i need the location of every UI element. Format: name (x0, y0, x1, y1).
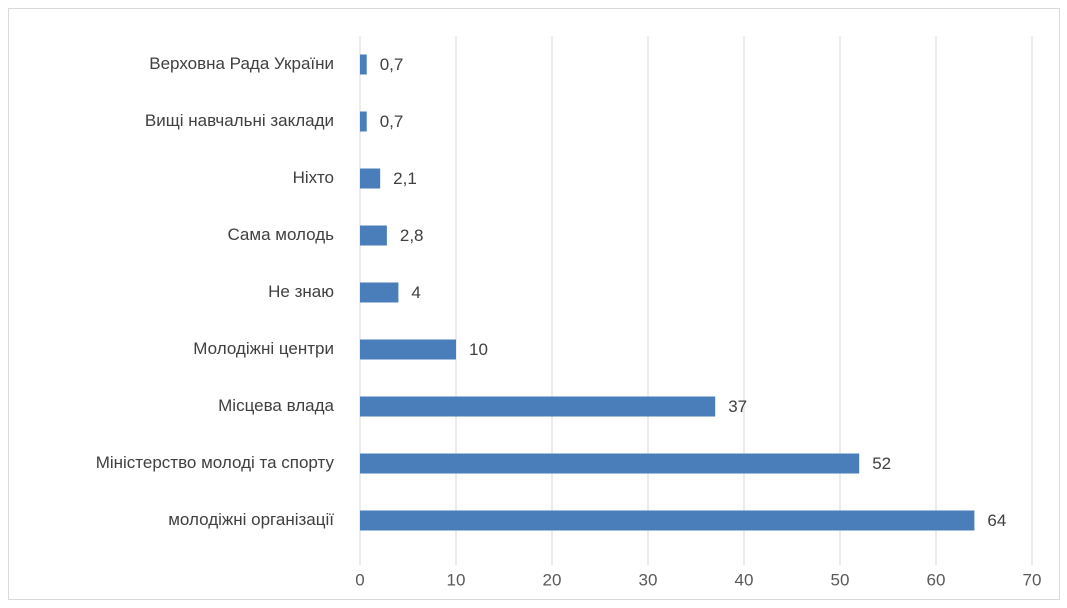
x-tick-label: 50 (831, 570, 850, 589)
data-label: 64 (987, 511, 1006, 530)
x-tick-label: 60 (927, 570, 946, 589)
y-tick-label: Місцева влада (218, 396, 334, 415)
y-tick-label: Верховна Рада України (149, 54, 334, 73)
data-label: 0,7 (380, 55, 404, 74)
bar (360, 225, 387, 246)
y-tick-label: Молодіжні центри (193, 339, 334, 358)
x-tick-label: 70 (1023, 570, 1042, 589)
data-label: 2,1 (393, 169, 417, 188)
chart-border (8, 8, 1060, 600)
bar (360, 453, 860, 474)
x-tick-label: 20 (543, 570, 562, 589)
bar (360, 54, 367, 75)
y-tick-label: Міністерство молоді та спорту (96, 453, 335, 472)
bar (360, 282, 399, 303)
x-tick-label: 0 (355, 570, 364, 589)
y-tick-label: Ніхто (293, 168, 334, 187)
data-label: 10 (469, 340, 488, 359)
y-tick-label: Не знаю (268, 282, 334, 301)
data-label: 0,7 (380, 112, 404, 131)
x-tick-label: 10 (447, 570, 466, 589)
data-label: 37 (728, 397, 747, 416)
y-tick-label: молодіжні організації (168, 510, 334, 529)
y-tick-label: Вищі навчальні заклади (145, 111, 334, 130)
y-tick-label: Сама молодь (227, 225, 334, 244)
bar (360, 510, 975, 531)
data-label: 4 (411, 283, 420, 302)
bar (360, 339, 456, 360)
bar (360, 168, 381, 189)
bar (360, 111, 367, 132)
data-label: 52 (872, 454, 891, 473)
data-label: 2,8 (400, 226, 424, 245)
x-tick-label: 30 (639, 570, 658, 589)
bar (360, 396, 716, 417)
x-tick-label: 40 (735, 570, 754, 589)
